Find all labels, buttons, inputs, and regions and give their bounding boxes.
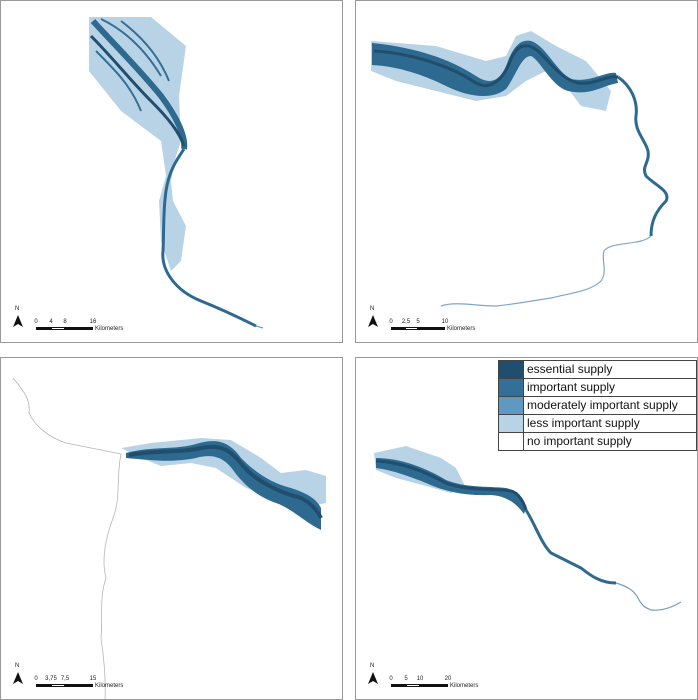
river-essential (128, 444, 323, 519)
scale-tick: 8 (63, 319, 67, 325)
legend-swatch (499, 397, 524, 414)
map-panel-top-left: N 0 4 8 16 Kilometers (0, 0, 343, 343)
river-band-essential (373, 44, 619, 87)
river-map-1 (89, 17, 264, 329)
scale-bar: 0 5 10 20 Kilometers (389, 676, 481, 694)
scale-tick: 0 (34, 676, 38, 682)
north-arrow: N (12, 663, 26, 686)
legend-swatch (499, 361, 524, 378)
scale-tick: 0 (389, 319, 393, 325)
legend-swatch (499, 379, 524, 396)
north-arrow: N (12, 306, 26, 329)
river-band-dark (372, 40, 618, 97)
legend-item-essential: essential supply (499, 361, 696, 379)
scale-bar: 0 4 8 16 Kilometers (34, 319, 123, 337)
scale-tick: 3,75 (45, 676, 57, 682)
river-lower-thin (255, 325, 264, 329)
map-panel-top-right: N 0 2,5 5 10 Kilometers (355, 0, 698, 343)
legend-label: less important supply (527, 416, 640, 430)
scale-tick: 0 (389, 676, 393, 682)
map-legend: essential supply important supply modera… (498, 360, 697, 451)
scale-tick: 2,5 (401, 319, 411, 325)
legend-item-important: important supply (499, 379, 696, 397)
north-label: N (370, 663, 375, 669)
river-channel-3 (95, 18, 170, 112)
north-arrow-icon (13, 315, 23, 327)
scale-tick: 15 (89, 676, 97, 682)
scale-unit: Kilometers (450, 683, 479, 689)
north-arrow: N (367, 306, 381, 329)
scale-tick: 20 (444, 676, 452, 682)
legend-label: moderately important supply (527, 398, 678, 412)
scale-tick: 0 (34, 319, 38, 325)
river-main-channel (90, 18, 188, 150)
legend-swatch (499, 433, 524, 450)
north-arrow-icon (13, 672, 23, 684)
scale-tick: 10 (416, 676, 424, 682)
scale-unit: Kilometers (447, 326, 476, 332)
north-arrow-icon (368, 672, 378, 684)
map-panel-bottom-left: N 0 3,75 7,5 15 Kilometers (0, 357, 343, 700)
scale-tick: 7,5 (60, 676, 70, 682)
river-thin-upper (12, 377, 122, 455)
scale-tick: 10 (441, 319, 449, 325)
legend-item-moderate: moderately important supply (499, 397, 696, 415)
legend-label: essential supply (527, 362, 613, 376)
floodplain-area (371, 31, 611, 111)
scale-tick: 5 (404, 676, 408, 682)
river-lower-thin (615, 582, 682, 611)
scale-unit: Kilometers (95, 683, 124, 689)
legend-swatch (499, 415, 524, 432)
legend-item-less: less important supply (499, 415, 696, 433)
north-label: N (15, 306, 20, 312)
river-thin-segment (440, 235, 652, 307)
river-map-4 (374, 446, 682, 611)
north-arrow-icon (368, 315, 378, 327)
north-label: N (370, 306, 375, 312)
river-essential (375, 459, 528, 511)
river-thin-tributary (100, 453, 122, 699)
legend-label: no important supply (527, 434, 632, 448)
scale-unit: Kilometers (95, 326, 124, 332)
scale-tick: 16 (89, 319, 97, 325)
river-channel-2 (89, 34, 186, 147)
floodplain-area (89, 17, 186, 271)
river-lower (524, 509, 617, 585)
north-arrow: N (367, 663, 381, 686)
river-map-2 (371, 31, 669, 307)
scale-tick: 5 (416, 319, 420, 325)
legend-label: important supply (527, 380, 616, 394)
scale-bar: 0 2,5 5 10 Kilometers (389, 319, 479, 337)
river-map-3 (12, 377, 326, 699)
river-band-dark (126, 441, 321, 530)
north-label: N (15, 663, 20, 669)
river-main (617, 75, 669, 237)
scale-tick: 4 (49, 319, 53, 325)
legend-item-none: no important supply (499, 433, 696, 450)
river-lower (161, 148, 257, 328)
scale-bar: 0 3,75 7,5 15 Kilometers (34, 676, 126, 694)
